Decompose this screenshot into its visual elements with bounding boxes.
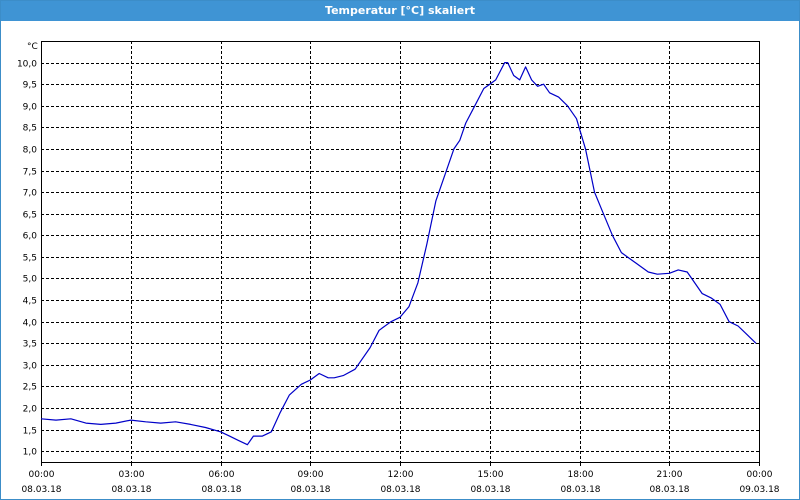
window-title: Temperatur [°C] skaliert: [1, 1, 799, 21]
x-tick-label-time: 00:00: [747, 470, 773, 480]
x-tick-label-date: 08.03.18: [111, 485, 151, 495]
x-tick-label-time: 06:00: [209, 470, 235, 480]
x-tick-label-time: 09:00: [298, 470, 324, 480]
y-axis-label: °C: [27, 42, 38, 52]
y-tick-label: 2,5: [23, 383, 37, 393]
y-tick-label: 3,5: [23, 340, 37, 350]
y-tick-label: 5,5: [23, 254, 37, 264]
x-tick-label-date: 08.03.18: [560, 485, 600, 495]
y-tick-label: 5,0: [23, 275, 38, 285]
y-tick-label: 9,5: [23, 81, 37, 91]
y-tick-label: 6,0: [23, 232, 38, 242]
axes: [41, 41, 760, 466]
x-tick-labels: 00:00 08.03.18 03:00 08.03.18 06:00 08.03.18 0…: [21, 470, 779, 495]
y-tick-label: 10,0: [17, 60, 37, 70]
y-tick-label: 7,0: [23, 189, 38, 199]
y-tick-label: 2,0: [23, 405, 38, 415]
y-tick-label: 8,5: [23, 124, 37, 134]
x-tick-label-date: 08.03.18: [649, 485, 689, 495]
x-tick-label-time: 03:00: [119, 470, 145, 480]
y-tick-label: 9,0: [23, 103, 38, 113]
temperature-series-line: [40, 61, 757, 446]
x-tick-label-date: 08.03.18: [201, 485, 241, 495]
x-tick-label-date: 08.03.18: [21, 485, 61, 495]
x-tick-label-date: 09.03.18: [739, 485, 779, 495]
y-tick-label: 6,5: [23, 211, 37, 221]
y-tick-label: 7,5: [23, 168, 37, 178]
x-tick-label-time: 18:00: [568, 470, 594, 480]
x-tick-label-time: 15:00: [478, 470, 504, 480]
y-tick-label: 4,5: [23, 297, 37, 307]
y-tick-labels: 1,0 1,5 2,0 2,5 3,0 3,5 4,0 4,5 5,0 5,5 6,0 6,5 7,0 7…: [17, 60, 37, 458]
y-tick-label: 8,0: [23, 146, 38, 156]
x-tick-label-time: 12:00: [388, 470, 414, 480]
y-tick-label: 1,5: [23, 427, 37, 437]
y-tick-label: 1,0: [23, 448, 38, 458]
y-tick-label: 3,0: [23, 362, 38, 372]
y-tick-label: 4,0: [23, 319, 38, 329]
x-tick-label-date: 08.03.18: [470, 485, 510, 495]
x-tick-label-date: 08.03.18: [380, 485, 420, 495]
temperature-chart: 1,0 1,5 2,0 2,5 3,0 3,5 4,0 4,5 5,0 5,5 6,0 6,5 7,0 7…: [17, 41, 780, 495]
x-tick-label-time: 21:00: [657, 470, 683, 480]
x-tick-label-time: 00:00: [29, 470, 55, 480]
grid: [41, 41, 759, 462]
x-tick-label-date: 08.03.18: [290, 485, 330, 495]
series: [40, 61, 757, 446]
